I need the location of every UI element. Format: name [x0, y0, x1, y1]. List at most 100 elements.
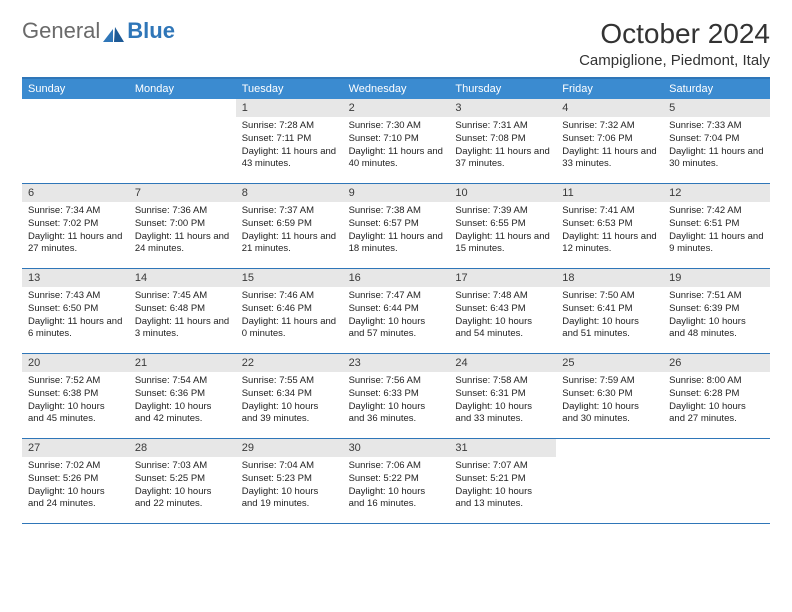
sunrise-text: Sunrise: 7:30 AM — [349, 120, 444, 133]
day-content: Sunrise: 7:06 AMSunset: 5:22 PMDaylight:… — [343, 457, 450, 517]
sunset-text: Sunset: 6:55 PM — [455, 218, 550, 231]
day-number: 5 — [663, 99, 770, 117]
daylight-text: Daylight: 10 hours and 45 minutes. — [28, 401, 123, 427]
sunset-text: Sunset: 6:43 PM — [455, 303, 550, 316]
day-number: 31 — [449, 439, 556, 457]
logo-text-general: General — [22, 18, 100, 44]
weekday-header-row: Sunday Monday Tuesday Wednesday Thursday… — [22, 79, 770, 99]
calendar-day: 7Sunrise: 7:36 AMSunset: 7:00 PMDaylight… — [129, 184, 236, 268]
day-content: Sunrise: 8:00 AMSunset: 6:28 PMDaylight:… — [663, 372, 770, 432]
day-number: 18 — [556, 269, 663, 287]
sunrise-text: Sunrise: 7:45 AM — [135, 290, 230, 303]
calendar-day — [556, 439, 663, 523]
daylight-text: Daylight: 10 hours and 54 minutes. — [455, 316, 550, 342]
sunrise-text: Sunrise: 7:56 AM — [349, 375, 444, 388]
calendar-day: 27Sunrise: 7:02 AMSunset: 5:26 PMDayligh… — [22, 439, 129, 523]
calendar-day: 30Sunrise: 7:06 AMSunset: 5:22 PMDayligh… — [343, 439, 450, 523]
day-content: Sunrise: 7:55 AMSunset: 6:34 PMDaylight:… — [236, 372, 343, 432]
day-number: 25 — [556, 354, 663, 372]
sunset-text: Sunset: 6:50 PM — [28, 303, 123, 316]
weekday-header: Tuesday — [236, 79, 343, 99]
daylight-text: Daylight: 10 hours and 13 minutes. — [455, 486, 550, 512]
calendar-day: 18Sunrise: 7:50 AMSunset: 6:41 PMDayligh… — [556, 269, 663, 353]
sunrise-text: Sunrise: 7:04 AM — [242, 460, 337, 473]
sunrise-text: Sunrise: 7:59 AM — [562, 375, 657, 388]
location-subtitle: Campiglione, Piedmont, Italy — [579, 52, 770, 69]
sunrise-text: Sunrise: 7:06 AM — [349, 460, 444, 473]
calendar-day: 12Sunrise: 7:42 AMSunset: 6:51 PMDayligh… — [663, 184, 770, 268]
daylight-text: Daylight: 11 hours and 21 minutes. — [242, 231, 337, 257]
sunset-text: Sunset: 6:28 PM — [669, 388, 764, 401]
sunrise-text: Sunrise: 7:54 AM — [135, 375, 230, 388]
sunrise-text: Sunrise: 7:36 AM — [135, 205, 230, 218]
day-content: Sunrise: 7:36 AMSunset: 7:00 PMDaylight:… — [129, 202, 236, 262]
day-content: Sunrise: 7:42 AMSunset: 6:51 PMDaylight:… — [663, 202, 770, 262]
calendar-week: 6Sunrise: 7:34 AMSunset: 7:02 PMDaylight… — [22, 184, 770, 269]
weekday-header: Saturday — [663, 79, 770, 99]
sunrise-text: Sunrise: 7:51 AM — [669, 290, 764, 303]
calendar-day: 16Sunrise: 7:47 AMSunset: 6:44 PMDayligh… — [343, 269, 450, 353]
title-block: October 2024 Campiglione, Piedmont, Ital… — [579, 18, 770, 69]
page-header: General Blue October 2024 Campiglione, P… — [22, 18, 770, 69]
sunset-text: Sunset: 5:21 PM — [455, 473, 550, 486]
sunset-text: Sunset: 6:51 PM — [669, 218, 764, 231]
day-number: 4 — [556, 99, 663, 117]
calendar-week: 27Sunrise: 7:02 AMSunset: 5:26 PMDayligh… — [22, 439, 770, 524]
day-number: 3 — [449, 99, 556, 117]
day-content: Sunrise: 7:47 AMSunset: 6:44 PMDaylight:… — [343, 287, 450, 347]
calendar-day: 28Sunrise: 7:03 AMSunset: 5:25 PMDayligh… — [129, 439, 236, 523]
calendar-day: 5Sunrise: 7:33 AMSunset: 7:04 PMDaylight… — [663, 99, 770, 183]
daylight-text: Daylight: 11 hours and 0 minutes. — [242, 316, 337, 342]
day-number: 9 — [343, 184, 450, 202]
sunset-text: Sunset: 6:41 PM — [562, 303, 657, 316]
daylight-text: Daylight: 10 hours and 16 minutes. — [349, 486, 444, 512]
day-content: Sunrise: 7:54 AMSunset: 6:36 PMDaylight:… — [129, 372, 236, 432]
daylight-text: Daylight: 10 hours and 19 minutes. — [242, 486, 337, 512]
day-number: 26 — [663, 354, 770, 372]
daylight-text: Daylight: 11 hours and 43 minutes. — [242, 146, 337, 172]
day-number: 16 — [343, 269, 450, 287]
day-content: Sunrise: 7:59 AMSunset: 6:30 PMDaylight:… — [556, 372, 663, 432]
sunrise-text: Sunrise: 7:28 AM — [242, 120, 337, 133]
day-content: Sunrise: 7:46 AMSunset: 6:46 PMDaylight:… — [236, 287, 343, 347]
day-content: Sunrise: 7:37 AMSunset: 6:59 PMDaylight:… — [236, 202, 343, 262]
sunset-text: Sunset: 7:00 PM — [135, 218, 230, 231]
day-number: 20 — [22, 354, 129, 372]
day-number: 17 — [449, 269, 556, 287]
calendar-day: 21Sunrise: 7:54 AMSunset: 6:36 PMDayligh… — [129, 354, 236, 438]
weekday-header: Thursday — [449, 79, 556, 99]
sunrise-text: Sunrise: 7:37 AM — [242, 205, 337, 218]
daylight-text: Daylight: 10 hours and 48 minutes. — [669, 316, 764, 342]
calendar-day: 19Sunrise: 7:51 AMSunset: 6:39 PMDayligh… — [663, 269, 770, 353]
daylight-text: Daylight: 10 hours and 27 minutes. — [669, 401, 764, 427]
day-content: Sunrise: 7:04 AMSunset: 5:23 PMDaylight:… — [236, 457, 343, 517]
calendar-day — [22, 99, 129, 183]
day-number: 15 — [236, 269, 343, 287]
weekday-header: Wednesday — [343, 79, 450, 99]
sunrise-text: Sunrise: 7:34 AM — [28, 205, 123, 218]
weekday-header: Monday — [129, 79, 236, 99]
calendar-day: 29Sunrise: 7:04 AMSunset: 5:23 PMDayligh… — [236, 439, 343, 523]
calendar-day: 25Sunrise: 7:59 AMSunset: 6:30 PMDayligh… — [556, 354, 663, 438]
day-content: Sunrise: 7:31 AMSunset: 7:08 PMDaylight:… — [449, 117, 556, 177]
daylight-text: Daylight: 11 hours and 15 minutes. — [455, 231, 550, 257]
sunset-text: Sunset: 5:23 PM — [242, 473, 337, 486]
day-content: Sunrise: 7:56 AMSunset: 6:33 PMDaylight:… — [343, 372, 450, 432]
day-number: 30 — [343, 439, 450, 457]
sunset-text: Sunset: 6:57 PM — [349, 218, 444, 231]
day-content: Sunrise: 7:45 AMSunset: 6:48 PMDaylight:… — [129, 287, 236, 347]
day-number: 12 — [663, 184, 770, 202]
sunset-text: Sunset: 6:33 PM — [349, 388, 444, 401]
sunset-text: Sunset: 6:53 PM — [562, 218, 657, 231]
day-content: Sunrise: 7:43 AMSunset: 6:50 PMDaylight:… — [22, 287, 129, 347]
day-number: 1 — [236, 99, 343, 117]
calendar-day: 31Sunrise: 7:07 AMSunset: 5:21 PMDayligh… — [449, 439, 556, 523]
daylight-text: Daylight: 10 hours and 30 minutes. — [562, 401, 657, 427]
day-number: 27 — [22, 439, 129, 457]
calendar-day — [129, 99, 236, 183]
sunset-text: Sunset: 6:59 PM — [242, 218, 337, 231]
sunrise-text: Sunrise: 7:52 AM — [28, 375, 123, 388]
sunset-text: Sunset: 5:22 PM — [349, 473, 444, 486]
sunrise-text: Sunrise: 7:50 AM — [562, 290, 657, 303]
calendar-week: 20Sunrise: 7:52 AMSunset: 6:38 PMDayligh… — [22, 354, 770, 439]
